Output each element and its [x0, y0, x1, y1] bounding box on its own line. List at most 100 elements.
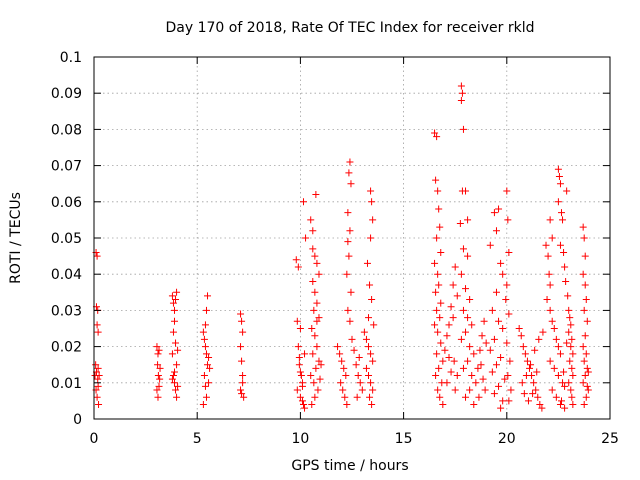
y-tick-label: 0.06	[51, 195, 82, 211]
data-point	[476, 346, 484, 354]
data-point	[338, 357, 346, 365]
data-point	[168, 350, 176, 358]
data-point	[239, 328, 247, 336]
data-point	[358, 386, 366, 394]
data-point	[433, 306, 441, 314]
data-point	[172, 386, 180, 394]
data-point	[367, 350, 375, 358]
data-point	[495, 205, 503, 213]
data-point	[434, 386, 442, 394]
data-point	[462, 187, 470, 195]
data-point	[552, 393, 560, 401]
data-point	[238, 357, 246, 365]
data-point	[295, 353, 303, 361]
data-point	[548, 317, 556, 325]
data-point	[580, 401, 588, 409]
data-point	[550, 325, 558, 332]
data-point	[543, 296, 551, 304]
data-point	[568, 335, 576, 343]
data-point	[546, 216, 554, 224]
data-point	[434, 187, 442, 195]
y-tick-label: 0.1	[60, 50, 82, 66]
data-point	[492, 227, 500, 235]
data-point	[436, 393, 444, 401]
data-point	[368, 296, 376, 304]
data-point	[346, 158, 354, 166]
data-point	[204, 292, 212, 300]
data-point	[504, 372, 512, 380]
x-axis-title: GPS time / hours	[291, 458, 408, 474]
data-point	[492, 361, 500, 369]
data-point	[365, 314, 373, 322]
data-point	[169, 299, 177, 307]
data-point	[552, 335, 560, 343]
data-point	[520, 390, 528, 398]
data-point	[367, 187, 375, 195]
data-point	[168, 292, 176, 300]
data-point	[566, 357, 574, 365]
data-point	[310, 306, 318, 314]
data-point	[170, 379, 178, 387]
data-point	[569, 350, 577, 358]
data-point	[580, 234, 588, 242]
data-point	[480, 317, 488, 325]
data-point	[447, 368, 455, 376]
data-point	[237, 343, 245, 351]
data-point	[311, 252, 319, 260]
data-point	[313, 259, 321, 267]
x-tick-label: 25	[601, 431, 619, 447]
data-point	[533, 368, 541, 376]
data-point	[526, 364, 534, 372]
data-point	[315, 270, 323, 278]
data-point	[470, 401, 478, 409]
x-tick-label: 10	[291, 431, 309, 447]
data-point	[457, 82, 465, 90]
data-point	[546, 281, 554, 289]
data-point	[451, 386, 459, 394]
data-point	[515, 325, 523, 332]
data-point	[503, 281, 511, 289]
data-point	[435, 364, 443, 372]
data-point	[154, 361, 162, 369]
data-point	[579, 379, 587, 387]
data-point	[486, 241, 494, 249]
data-point	[439, 357, 447, 365]
data-point	[477, 361, 485, 369]
data-point	[365, 372, 373, 380]
data-point	[568, 393, 576, 401]
data-point	[436, 314, 444, 322]
data-point	[347, 180, 355, 188]
data-point	[499, 325, 507, 332]
data-point	[527, 361, 535, 369]
data-point	[517, 332, 525, 340]
data-point	[579, 343, 587, 351]
data-point	[202, 306, 210, 314]
y-tick-label: 0.05	[51, 231, 82, 247]
data-point	[503, 339, 511, 347]
data-point	[468, 321, 476, 329]
data-point	[567, 343, 575, 351]
data-point	[579, 223, 587, 231]
data-point	[481, 386, 489, 394]
data-point	[522, 372, 530, 380]
data-point	[557, 397, 565, 405]
data-point	[334, 343, 342, 351]
data-point	[542, 241, 550, 249]
data-point	[240, 393, 248, 401]
data-point	[490, 335, 498, 343]
data-point	[488, 368, 496, 376]
data-point	[370, 321, 378, 329]
data-point	[238, 390, 246, 398]
data-point	[170, 368, 178, 376]
data-point	[501, 375, 509, 383]
data-point	[464, 357, 472, 365]
data-point	[523, 357, 531, 365]
data-point	[239, 372, 247, 380]
data-point	[554, 372, 562, 380]
data-point	[567, 321, 575, 329]
data-point	[546, 357, 554, 365]
data-point	[529, 390, 537, 398]
data-point	[431, 321, 439, 329]
data-point	[433, 133, 441, 141]
data-point	[449, 281, 457, 289]
